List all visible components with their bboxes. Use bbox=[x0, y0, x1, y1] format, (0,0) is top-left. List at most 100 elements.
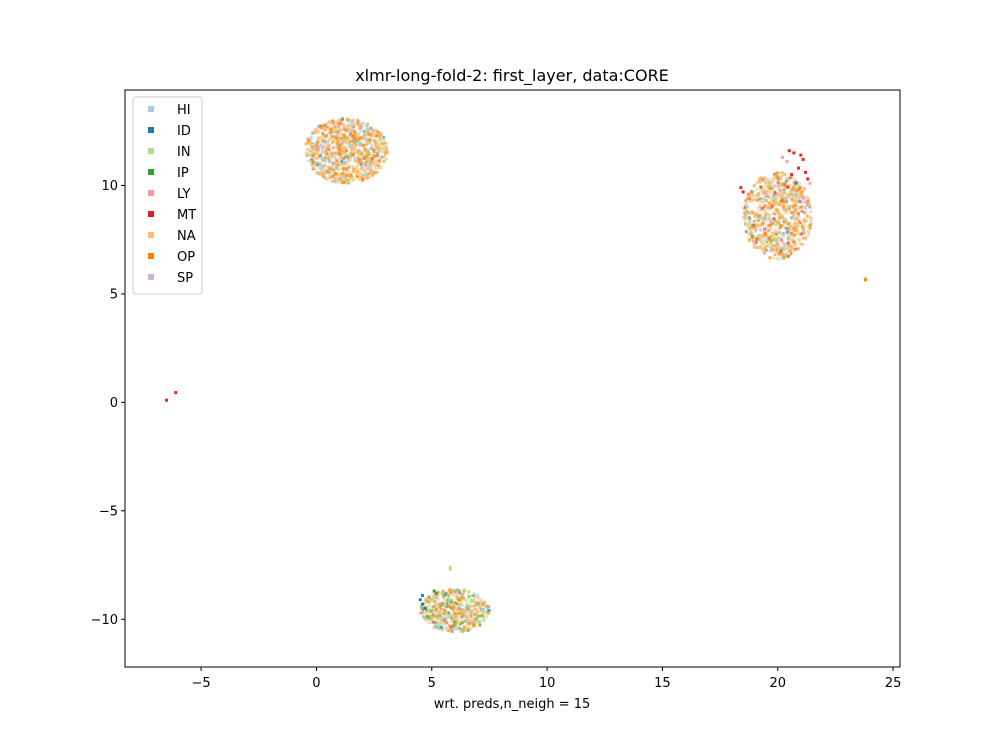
scatter-point-na bbox=[792, 181, 796, 185]
scatter-point-na bbox=[462, 614, 466, 618]
scatter-point-in bbox=[784, 220, 788, 224]
scatter-point-in bbox=[347, 153, 351, 157]
scatter-point-na bbox=[322, 174, 326, 178]
scatter-point-op bbox=[805, 214, 809, 218]
scatter-point-hi bbox=[480, 607, 484, 611]
scatter-point-in bbox=[443, 621, 447, 625]
scatter-point-in bbox=[350, 140, 354, 144]
scatter-point-na bbox=[763, 209, 767, 213]
scatter-point-op bbox=[765, 248, 768, 252]
scatter-point-op bbox=[776, 208, 780, 212]
scatter-point-op bbox=[374, 134, 378, 138]
scatter-point-op bbox=[863, 278, 867, 282]
scatter-point-in bbox=[750, 200, 754, 204]
scatter-point-op bbox=[774, 219, 778, 223]
scatter-point-na bbox=[305, 147, 309, 151]
scatter-point-in bbox=[470, 608, 474, 612]
scatter-point-na bbox=[312, 166, 316, 170]
scatter-point-na bbox=[780, 253, 784, 257]
scatter-point-op bbox=[782, 205, 786, 209]
scatter-point-na bbox=[383, 149, 387, 153]
scatter-point-ly bbox=[349, 155, 353, 159]
scatter-point-na bbox=[772, 231, 776, 235]
scatter-point-op bbox=[365, 132, 369, 136]
scatter-point-hi bbox=[463, 608, 467, 612]
scatter-point-hi bbox=[485, 606, 489, 610]
scatter-point-op bbox=[329, 128, 333, 132]
scatter-point-op bbox=[768, 187, 772, 191]
scatter-point-op bbox=[375, 170, 379, 174]
scatter-point-in bbox=[445, 594, 449, 598]
scatter-point-hi bbox=[768, 214, 772, 218]
scatter-point-id bbox=[440, 625, 444, 629]
scatter-point-na bbox=[792, 232, 796, 236]
scatter-point-hi bbox=[341, 177, 345, 181]
scatter-point-in bbox=[807, 233, 811, 237]
scatter-point-na bbox=[352, 178, 356, 182]
scatter-point-hi bbox=[343, 152, 347, 156]
scatter-point-in bbox=[436, 614, 440, 618]
scatter-point-hi bbox=[747, 219, 751, 223]
scatter-point-op bbox=[372, 148, 376, 152]
scatter-point-hi bbox=[320, 156, 324, 160]
scatter-point-hi bbox=[335, 145, 339, 149]
scatter-point-na bbox=[352, 165, 356, 169]
scatter-point-op bbox=[792, 240, 796, 244]
scatter-point-hi bbox=[792, 191, 796, 195]
scatter-point-hi bbox=[373, 160, 377, 164]
scatter-point-na bbox=[768, 190, 772, 194]
scatter-point-na bbox=[756, 207, 760, 211]
scatter-point-op bbox=[769, 205, 773, 209]
scatter-point-na bbox=[778, 247, 782, 251]
scatter-point-ip bbox=[478, 614, 482, 618]
scatter-point-op bbox=[778, 188, 782, 192]
scatter-point-ip bbox=[782, 188, 786, 192]
scatter-point-in bbox=[796, 237, 800, 241]
scatter-point-in bbox=[365, 157, 369, 161]
legend-marker-ip bbox=[148, 169, 154, 175]
scatter-point-na bbox=[787, 246, 791, 250]
scatter-point-hi bbox=[321, 158, 325, 162]
scatter-point-in bbox=[356, 151, 360, 155]
scatter-point-in bbox=[317, 171, 321, 175]
scatter-point-op bbox=[443, 609, 447, 613]
scatter-point-na bbox=[314, 156, 318, 160]
scatter-point-na bbox=[785, 228, 789, 232]
scatter-point-hi bbox=[321, 145, 325, 149]
scatter-point-op bbox=[792, 205, 796, 209]
legend-label-ly: LY bbox=[177, 187, 191, 202]
scatter-point-hi bbox=[442, 615, 446, 619]
scatter-point-op bbox=[433, 593, 437, 597]
scatter-point-na bbox=[338, 134, 342, 138]
scatter-point-op bbox=[362, 143, 366, 147]
scatter-point-ly bbox=[338, 156, 342, 160]
scatter-point-in bbox=[435, 612, 439, 616]
scatter-point-na bbox=[773, 222, 777, 226]
scatter-point-in bbox=[775, 196, 779, 200]
scatter-point-na bbox=[339, 128, 343, 132]
scatter-point-na bbox=[461, 610, 465, 614]
scatter-point-hi bbox=[779, 185, 783, 189]
scatter-point-na bbox=[471, 613, 475, 617]
scatter-point-na bbox=[795, 221, 799, 225]
scatter-point-na bbox=[332, 130, 336, 134]
scatter-point-in bbox=[369, 166, 373, 170]
scatter-point-op bbox=[384, 152, 388, 156]
scatter-point-op bbox=[325, 125, 329, 129]
scatter-point-id bbox=[457, 591, 461, 595]
scatter-point-na bbox=[473, 596, 477, 600]
scatter-point-hi bbox=[787, 193, 791, 197]
scatter-point-op bbox=[335, 141, 339, 145]
scatter-point-in bbox=[466, 597, 470, 601]
scatter-point-op bbox=[785, 199, 789, 203]
scatter-point-hi bbox=[772, 211, 776, 215]
scatter-point-sp bbox=[422, 614, 426, 618]
scatter-point-in bbox=[348, 118, 352, 122]
scatter-point-in bbox=[359, 153, 363, 157]
scatter-point-sp bbox=[313, 147, 317, 151]
scatter-point-hi bbox=[332, 166, 336, 170]
scatter-point-in bbox=[444, 612, 448, 616]
scatter-point-op bbox=[743, 211, 746, 215]
scatter-point-hi bbox=[795, 183, 799, 187]
x-tick-label: 15 bbox=[654, 676, 671, 691]
